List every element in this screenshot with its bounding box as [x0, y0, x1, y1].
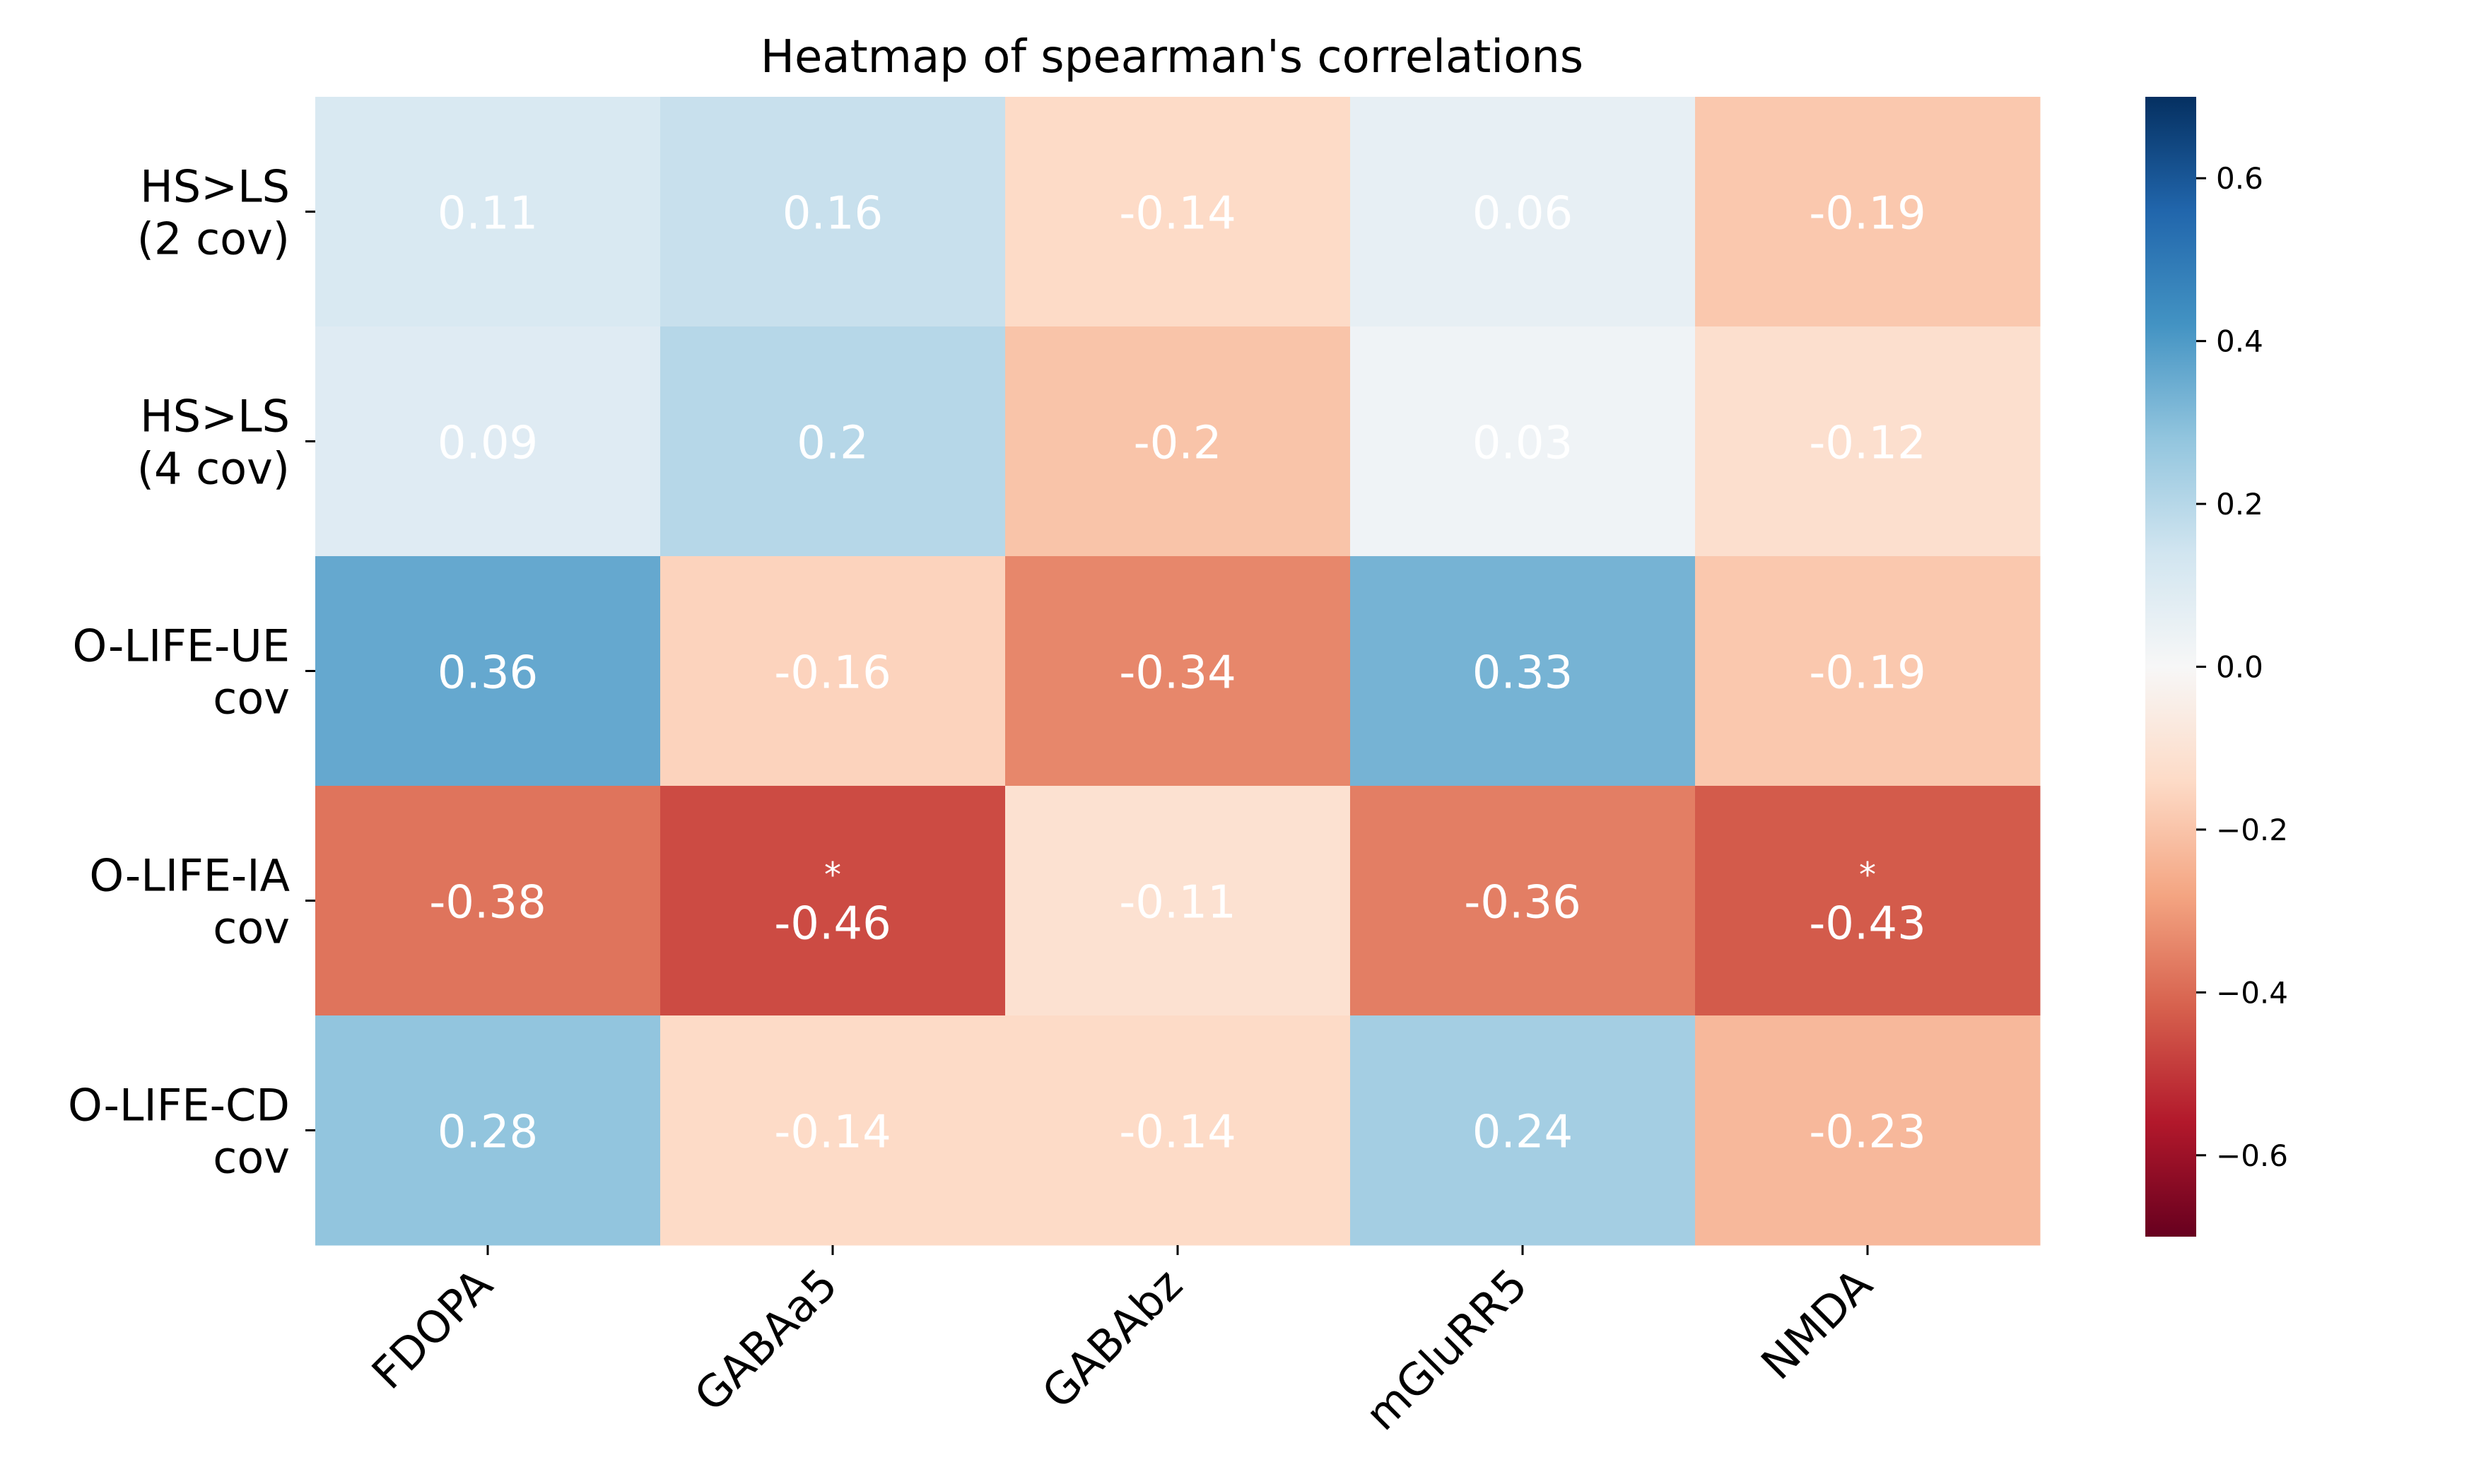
- heatmap-cell: [315, 556, 661, 787]
- colorbar-tick-label: 0.4: [2216, 324, 2263, 359]
- cell-value-label: -0.34: [1119, 647, 1236, 700]
- colorbar: 0.6 0.4 0.2 0.0 −0.2 −0.4 −0.6: [2145, 97, 2288, 1237]
- heatmap-cell: [1350, 556, 1696, 787]
- column-axis: FDOPA GABAa5 GABAbz mGluRR5 NMDA: [362, 1245, 1882, 1440]
- row-label: O-LIFE-UE cov: [73, 620, 291, 724]
- cell-value-label: -0.46: [774, 898, 891, 950]
- heatmap-cell: [1005, 97, 1351, 327]
- heatmap-cell: [1695, 786, 2041, 1016]
- cell-value-label: 0.09: [438, 418, 539, 470]
- heatmap-cell: [1350, 326, 1696, 557]
- column-label: NMDA: [1751, 1259, 1882, 1389]
- column-label: FDOPA: [362, 1259, 503, 1399]
- heatmap-cell: [1005, 786, 1351, 1016]
- colorbar-tick-label: 0.6: [2216, 161, 2263, 196]
- colorbar-gradient: [2145, 97, 2196, 1237]
- cell-value-label: -0.36: [1464, 877, 1581, 929]
- cell-value-label: -0.14: [1119, 1107, 1236, 1159]
- heatmap-cell: [1005, 556, 1351, 787]
- heatmap-cell: [1695, 326, 2041, 557]
- heatmap-cell: [1695, 1015, 2041, 1246]
- significance-marker: *: [1859, 856, 1876, 895]
- heatmap-cell: [1695, 556, 2041, 787]
- heatmap-cell: [1350, 1015, 1696, 1246]
- cell-value-label: -0.19: [1809, 647, 1926, 700]
- heatmap-cell: [1350, 97, 1696, 327]
- heatmap-cell: [1005, 326, 1351, 557]
- cell-value-label: -0.19: [1809, 188, 1926, 240]
- row-label: O-LIFE-IA cov: [89, 850, 290, 954]
- row-label: HS>LS (4 cov): [137, 391, 290, 495]
- cell-value-label: 0.24: [1472, 1107, 1573, 1159]
- cell-value-label: 0.16: [782, 188, 884, 240]
- cell-value-label: -0.43: [1809, 898, 1926, 950]
- heatmap-cell: [660, 786, 1006, 1016]
- cell-value-label: -0.14: [774, 1107, 891, 1159]
- column-label: GABAbz: [1032, 1259, 1192, 1418]
- colorbar-tick-label: −0.4: [2216, 975, 2288, 1010]
- cell-value-label: -0.16: [774, 647, 891, 700]
- heatmap-cell: [660, 1015, 1006, 1246]
- cell-value-label: 0.33: [1472, 647, 1573, 700]
- heatmap-cell: [1005, 1015, 1351, 1246]
- colorbar-tick-label: 0.0: [2216, 650, 2263, 685]
- cell-value-label: -0.11: [1119, 877, 1236, 929]
- significance-marker: *: [824, 856, 841, 895]
- cell-value-label: 0.2: [797, 418, 869, 470]
- column-label: mGluRR5: [1356, 1259, 1537, 1440]
- row-label: O-LIFE-CD cov: [68, 1080, 290, 1184]
- cell-value-label: -0.23: [1809, 1107, 1926, 1159]
- cell-value-label: 0.03: [1472, 418, 1573, 470]
- row-axis: HS>LS (2 cov) HS>LS (4 cov) O-LIFE-UE cov O-LI…: [68, 161, 315, 1184]
- colorbar-tick-label: −0.6: [2216, 1138, 2288, 1173]
- heatmap-cell: [1695, 97, 2041, 327]
- cell-value-label: -0.2: [1134, 418, 1222, 470]
- heatmap-cell: [660, 326, 1006, 557]
- row-label: HS>LS (2 cov): [137, 161, 290, 265]
- heatmap-cell: [660, 556, 1006, 787]
- heatmap-cell: [1350, 786, 1696, 1016]
- cell-value-label: -0.38: [429, 877, 546, 929]
- heatmap-cell: [315, 326, 661, 557]
- heatmap-cell: [315, 97, 661, 327]
- heatmap-cells: 0.11 0.16 -0.14 0.06 -0.19 0.09 0.2 -0.2 0.03 -0.…: [315, 97, 2041, 1246]
- colorbar-tick-label: −0.2: [2216, 813, 2288, 847]
- cell-value-label: 0.36: [438, 647, 539, 700]
- cell-value-label: -0.12: [1809, 418, 1926, 470]
- cell-value-label: -0.14: [1119, 188, 1236, 240]
- heatmap-cell: [315, 1015, 661, 1246]
- column-label: GABAa5: [684, 1259, 847, 1421]
- cell-value-label: 0.28: [438, 1107, 539, 1159]
- chart-title: Heatmap of spearman's correlations: [761, 31, 1583, 83]
- heatmap-cell: [315, 786, 661, 1016]
- heatmap-cell: [660, 97, 1006, 327]
- cell-value-label: 0.11: [438, 188, 539, 240]
- cell-value-label: 0.06: [1472, 188, 1573, 240]
- colorbar-tick-label: 0.2: [2216, 487, 2263, 522]
